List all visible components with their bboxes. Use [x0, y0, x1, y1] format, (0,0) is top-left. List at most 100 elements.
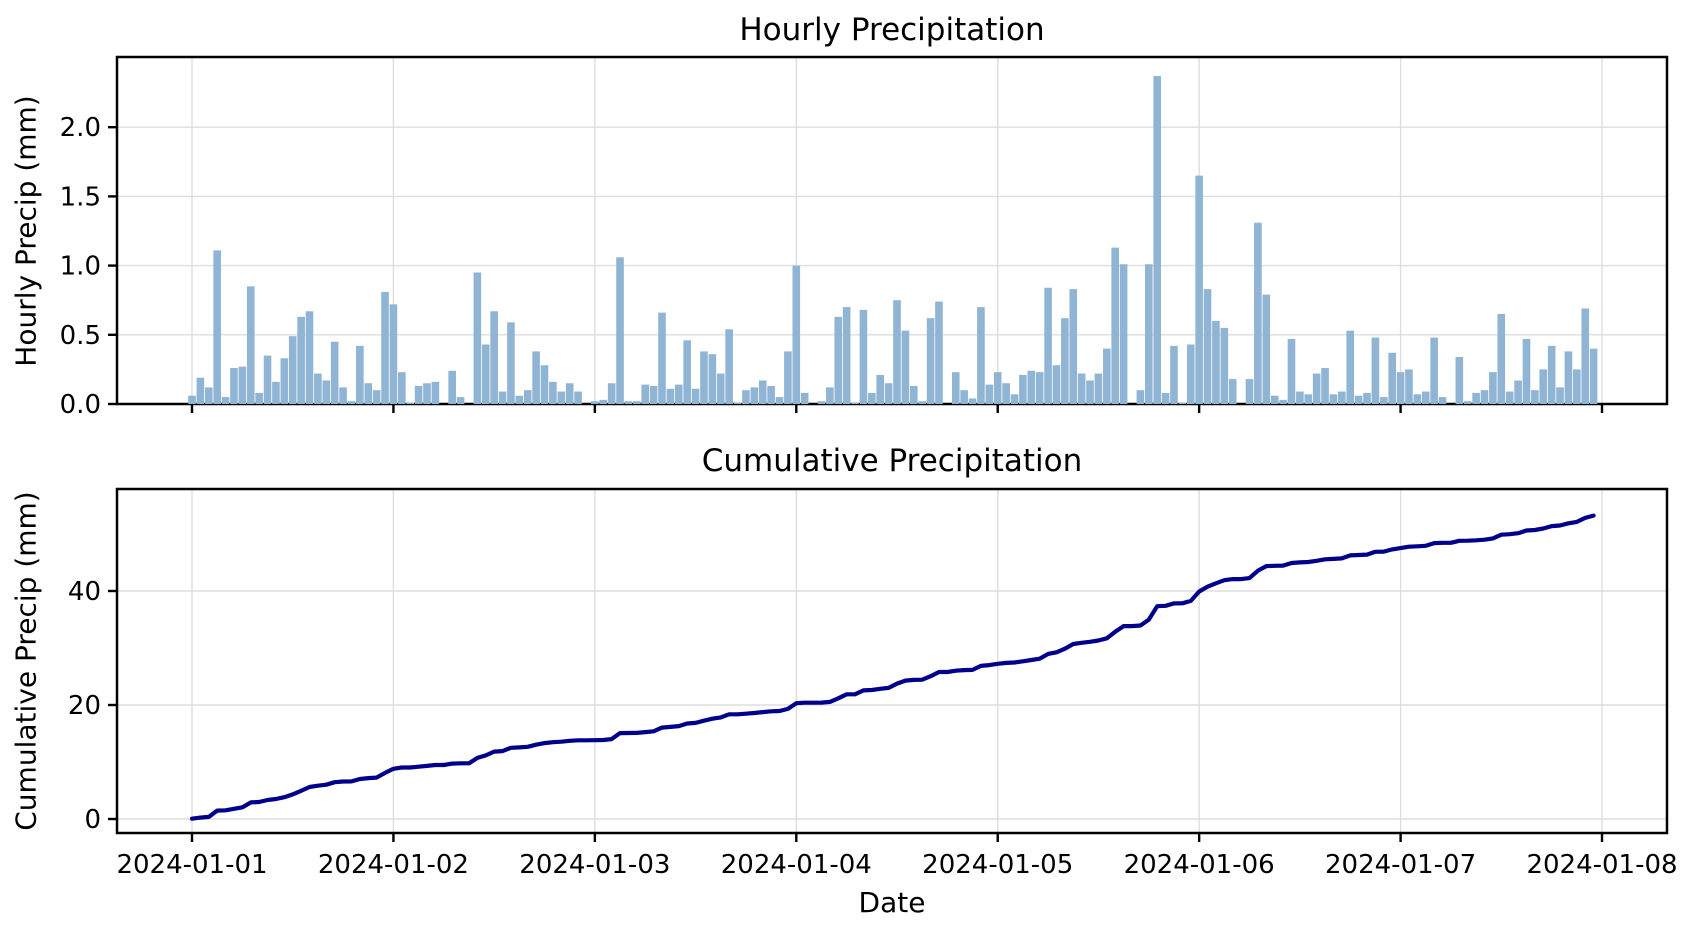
hourly-bar — [633, 401, 641, 404]
hourly-bar — [1086, 380, 1094, 404]
hourly-bar — [842, 307, 851, 404]
hourly-bar — [993, 372, 1002, 404]
hourly-bar — [607, 383, 616, 404]
hourly-bar — [817, 401, 826, 404]
hourly-bar — [507, 322, 515, 404]
hourly-bar — [456, 397, 465, 404]
x-tick-label: 2024-01-07 — [1325, 850, 1476, 880]
hourly-bar — [851, 402, 859, 404]
hourly-bar — [1379, 397, 1388, 404]
hourly-bar — [1573, 369, 1581, 404]
hourly-bar — [356, 345, 364, 404]
hourly-bar — [238, 366, 247, 404]
hourly-bar — [414, 386, 423, 404]
hourly-bar — [347, 401, 356, 404]
hourly-bar — [918, 401, 926, 404]
cumulative-axes-ytick-label: 20 — [68, 691, 101, 721]
hourly-bar — [775, 397, 784, 404]
hourly-bar — [1564, 351, 1573, 404]
hourly-bar — [893, 300, 901, 404]
hourly-bar — [1052, 365, 1061, 404]
hourly-bar — [364, 383, 373, 404]
hourly-bar — [700, 351, 708, 404]
hourly-bar — [1371, 337, 1380, 404]
hourly-bar — [1338, 391, 1346, 404]
hourly-bar — [398, 372, 406, 404]
hourly-bar — [372, 390, 381, 404]
hourly-bar — [263, 355, 272, 404]
hourly-bar — [1002, 383, 1010, 404]
hourly-bar — [1077, 373, 1086, 404]
hourly-bar — [968, 398, 977, 404]
x-tick-label: 2024-01-02 — [318, 850, 469, 880]
hourly-bar — [859, 309, 868, 404]
hourly-bar — [339, 387, 347, 404]
hourly-bar — [448, 370, 456, 404]
hourly-bar — [423, 383, 431, 404]
hourly-bar — [1287, 338, 1296, 404]
hourly-bar — [1212, 320, 1220, 404]
hourly-axes-ytick-label: 1.5 — [60, 182, 101, 212]
x-tick-label: 2024-01-04 — [721, 850, 872, 880]
hourly-bar — [549, 381, 557, 404]
hourly-chart-title: Hourly Precipitation — [739, 12, 1045, 48]
hourly-bar — [322, 380, 331, 404]
hourly-bar — [406, 402, 415, 404]
hourly-bar — [834, 316, 843, 404]
hourly-bars — [188, 75, 1598, 405]
hourly-bar — [1312, 373, 1321, 404]
hourly-bar — [1522, 338, 1531, 404]
hourly-bar — [305, 311, 314, 404]
hourly-bar — [1262, 294, 1271, 404]
hourly-bar — [750, 387, 759, 404]
hourly-bar — [314, 373, 322, 404]
hourly-bar — [1010, 394, 1019, 404]
hourly-bar — [1296, 391, 1304, 404]
hourly-bar — [716, 373, 725, 404]
hourly-bar — [884, 383, 893, 404]
hourly-bar — [1455, 356, 1464, 404]
hourly-bar — [666, 388, 675, 404]
hourly-bar — [1186, 344, 1195, 404]
hourly-bar — [649, 386, 658, 404]
hourly-bar — [935, 301, 943, 404]
hourly-bar — [330, 341, 339, 404]
cumulative-y-axis-label: Cumulative Precip (mm) — [9, 491, 43, 831]
hourly-bar — [1463, 401, 1472, 404]
hourly-bar — [1027, 370, 1036, 404]
hourly-bar — [691, 388, 700, 404]
hourly-bar — [1103, 348, 1111, 404]
hourly-bar — [1354, 395, 1363, 404]
x-tick-label: 2024-01-08 — [1526, 850, 1677, 880]
hourly-bar — [901, 330, 910, 404]
hourly-bar — [826, 387, 834, 404]
hourly-bar — [624, 401, 633, 404]
hourly-bar — [742, 390, 750, 404]
hourly-bar — [1111, 247, 1120, 404]
hourly-bar — [1203, 289, 1212, 404]
hourly-y-axis-label: Hourly Precip (mm) — [9, 95, 43, 367]
hourly-bar — [641, 384, 650, 404]
hourly-bar — [574, 391, 582, 404]
hourly-bar — [196, 377, 205, 404]
x-tick-label: 2024-01-05 — [922, 850, 1073, 880]
hourly-bar — [540, 365, 549, 404]
hourly-bar — [674, 384, 683, 404]
hourly-bar — [951, 372, 960, 404]
hourly-bar — [1430, 337, 1438, 404]
cumulative-axes-ytick-label: 40 — [68, 577, 101, 607]
hourly-bar — [1438, 397, 1447, 404]
hourly-bar — [213, 250, 221, 404]
hourly-bar — [616, 257, 624, 404]
x-tick-label: 2024-01-03 — [519, 850, 670, 880]
hourly-bar — [800, 392, 809, 404]
hourly-axes-ytick-label: 2.0 — [60, 113, 101, 143]
hourly-bar — [1539, 369, 1548, 404]
hourly-bar — [1019, 374, 1027, 404]
x-tick-label: 2024-01-01 — [116, 850, 267, 880]
hourly-bar — [683, 340, 691, 404]
hourly-bar — [1195, 175, 1203, 404]
hourly-bar — [876, 374, 885, 404]
